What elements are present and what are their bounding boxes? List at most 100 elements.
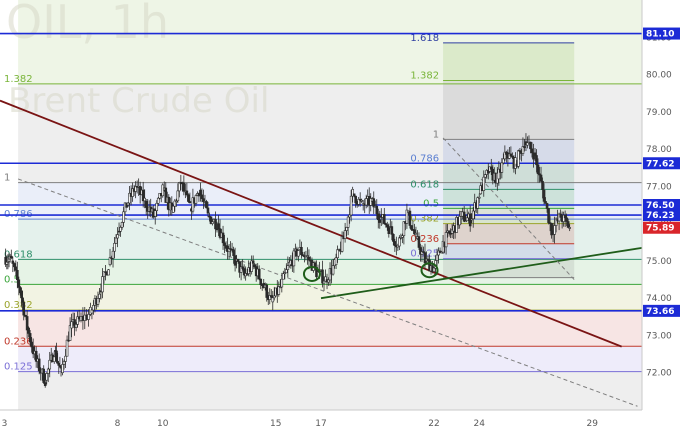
candle-body bbox=[200, 194, 204, 199]
x-tick-label: 29 bbox=[587, 419, 599, 429]
candle-body bbox=[215, 228, 219, 231]
candle-body bbox=[211, 221, 214, 224]
candle-body bbox=[417, 236, 421, 248]
x-axis-panel bbox=[0, 410, 680, 434]
x-tick-label: 17 bbox=[315, 419, 326, 429]
candle-body bbox=[223, 242, 226, 246]
candle-body bbox=[410, 225, 413, 230]
trendline-downtrend bbox=[0, 99, 622, 348]
candle-body bbox=[199, 189, 202, 196]
candle-body bbox=[14, 266, 18, 271]
candle-body bbox=[48, 359, 52, 370]
candle-body bbox=[351, 189, 354, 197]
price-badge bbox=[643, 199, 680, 211]
candle-body bbox=[20, 290, 23, 299]
candle-body bbox=[408, 210, 412, 226]
candle-body bbox=[202, 198, 205, 202]
candle-body bbox=[476, 197, 480, 209]
candle-body bbox=[346, 216, 350, 228]
fib-level-label: 0.5 bbox=[423, 198, 439, 209]
candle-body bbox=[521, 146, 525, 154]
candle-body bbox=[221, 232, 225, 244]
candle-body bbox=[172, 205, 175, 213]
watermark-name: Brent Crude Oil bbox=[8, 81, 269, 121]
candle-body bbox=[360, 199, 363, 202]
fib-zone bbox=[443, 139, 575, 164]
fib-level-label: 1 bbox=[433, 129, 439, 140]
candle-body bbox=[170, 202, 174, 210]
candle-body bbox=[45, 373, 49, 381]
candle-body bbox=[7, 258, 11, 262]
candle-body bbox=[175, 200, 178, 203]
fib-zone bbox=[18, 310, 642, 347]
candle-body bbox=[376, 213, 380, 221]
candle-body bbox=[70, 321, 73, 329]
candle-body bbox=[523, 146, 526, 148]
candle-body bbox=[98, 293, 101, 299]
candle-body bbox=[90, 309, 94, 314]
candle-body bbox=[122, 211, 125, 223]
candle-body bbox=[16, 269, 19, 281]
candle-body bbox=[141, 189, 145, 202]
candle-body bbox=[471, 210, 475, 220]
candle-body bbox=[470, 218, 474, 221]
fib-level-label: 0.236 bbox=[410, 234, 439, 245]
candle-body bbox=[101, 276, 104, 293]
candle-body bbox=[354, 195, 357, 204]
candle-body bbox=[502, 158, 505, 164]
fib-level-label: 0.618 bbox=[4, 249, 33, 260]
candle-body bbox=[31, 346, 35, 355]
candle-body bbox=[440, 251, 443, 254]
candle-body bbox=[386, 224, 389, 228]
highlight-circle bbox=[420, 262, 439, 279]
candle-body bbox=[550, 223, 553, 236]
candle-body bbox=[92, 305, 95, 311]
candle-body bbox=[565, 217, 568, 222]
candle-body bbox=[96, 298, 100, 305]
y-tick-label: 78.00 bbox=[646, 145, 672, 155]
candle-body bbox=[285, 269, 288, 274]
candle-body bbox=[43, 382, 47, 386]
candle-body bbox=[155, 202, 159, 211]
candle-body bbox=[568, 227, 571, 229]
candle-body bbox=[173, 200, 177, 207]
candle-body bbox=[387, 226, 391, 235]
fib-level-label: 0.786 bbox=[410, 153, 439, 164]
candle-body bbox=[514, 157, 517, 169]
candle-body bbox=[55, 350, 58, 362]
candle-body bbox=[382, 214, 386, 224]
candle-body bbox=[187, 194, 190, 202]
fib-level-label: 0.5 bbox=[4, 274, 20, 285]
candle-body bbox=[447, 230, 451, 234]
x-tick-label: 22 bbox=[428, 419, 439, 429]
candle-body bbox=[164, 187, 168, 203]
candle-body bbox=[530, 148, 534, 154]
trendline-diag-left bbox=[17, 178, 638, 407]
candle-body bbox=[405, 209, 409, 224]
candle-body bbox=[52, 356, 56, 363]
price-badge bbox=[643, 304, 680, 317]
fib-zone bbox=[18, 0, 642, 84]
candle-body bbox=[422, 251, 425, 253]
candle-body bbox=[378, 219, 382, 223]
x-tick-label: 10 bbox=[157, 419, 169, 429]
candle-body bbox=[102, 271, 106, 277]
fib-zone bbox=[18, 182, 642, 220]
candle-body bbox=[27, 327, 30, 334]
fib-level-label: 1.382 bbox=[4, 74, 33, 85]
candle-body bbox=[334, 257, 338, 265]
candle-body bbox=[74, 324, 78, 328]
candle-body bbox=[176, 190, 180, 202]
price-badge-label: 73.66 bbox=[646, 307, 674, 317]
fib-zone bbox=[18, 346, 642, 372]
candle-body bbox=[21, 297, 24, 303]
x-tick-label: 15 bbox=[270, 419, 281, 429]
candle-body bbox=[539, 174, 543, 182]
price-badge-label: 77.62 bbox=[646, 159, 674, 169]
candle-body bbox=[268, 295, 272, 300]
candle-body bbox=[111, 250, 115, 259]
candle-body bbox=[482, 176, 486, 191]
candle-body bbox=[464, 220, 467, 223]
candle-body bbox=[544, 201, 547, 204]
candle-body bbox=[242, 268, 246, 276]
